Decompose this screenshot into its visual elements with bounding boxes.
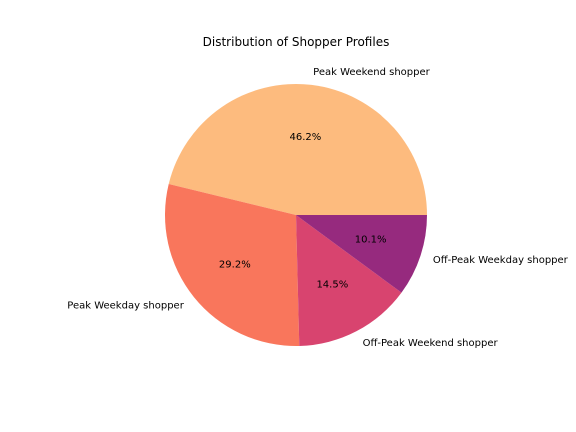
pie-slice (296, 215, 402, 346)
slice-category-label: Peak Weekday shopper (67, 300, 184, 311)
slice-percent-label: 14.5% (316, 280, 348, 291)
pie-slices (165, 84, 427, 346)
slice-percent-label: 46.2% (289, 132, 321, 143)
pie-slice (296, 215, 427, 293)
slice-percent-label: 10.1% (355, 235, 387, 246)
slice-category-label: Peak Weekend shopper (313, 67, 430, 78)
slice-category-label: Off-Peak Weekday shopper (433, 255, 569, 266)
slice-percent-label: 29.2% (219, 259, 251, 270)
chart-title: Distribution of Shopper Profiles (203, 35, 390, 49)
slice-category-label: Off-Peak Weekend shopper (363, 338, 499, 349)
pie-slice (168, 84, 427, 215)
pie-labels: 46.2% Peak Weekend shopper 29.2% Peak Weekd… (67, 67, 568, 349)
pie-slice (165, 184, 300, 346)
